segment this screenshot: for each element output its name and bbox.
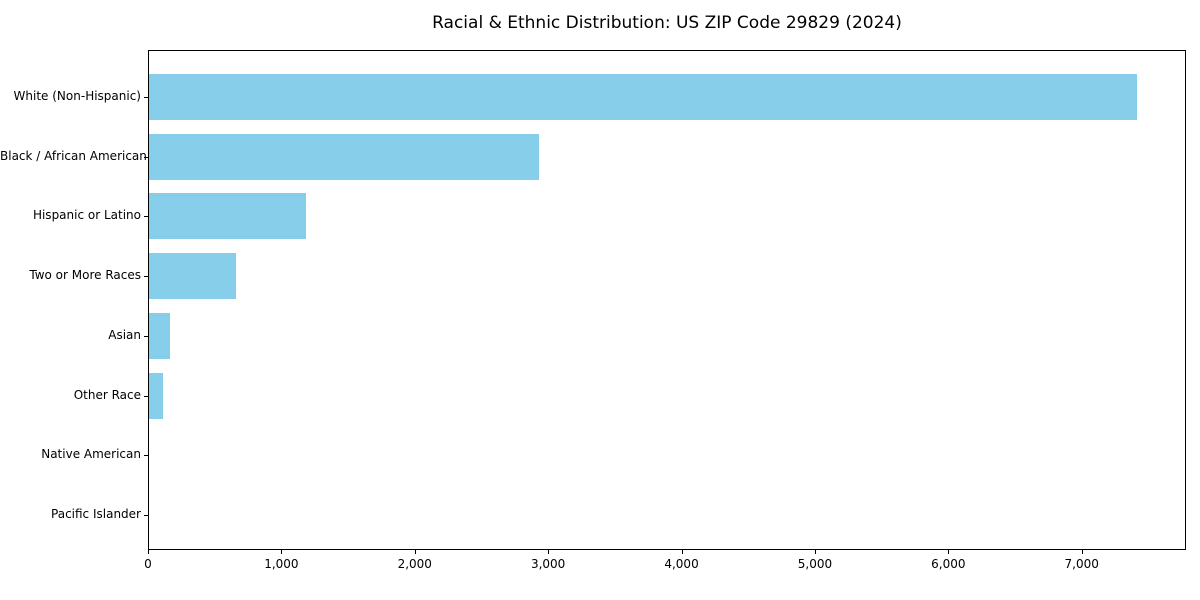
x-axis-label: 2,000	[397, 557, 432, 571]
y-axis-label: White (Non-Hispanic)	[13, 89, 141, 103]
y-axis-tick	[144, 335, 148, 337]
x-axis-tick	[681, 550, 683, 554]
x-axis-tick	[414, 550, 416, 554]
y-axis-tick	[144, 395, 148, 397]
y-axis-label: Hispanic or Latino	[32, 208, 141, 223]
plot-area	[148, 50, 1186, 550]
x-axis-tick	[548, 550, 550, 554]
bar-black-african-american	[149, 133, 540, 180]
y-axis-label: Native American	[41, 447, 141, 462]
y-axis-tick	[144, 97, 148, 98]
bar-asian	[149, 312, 171, 359]
x-axis-label: 7,000	[1064, 557, 1099, 571]
y-axis-label: Asian	[108, 327, 141, 342]
y-axis-tick	[144, 156, 148, 158]
y-axis-label: Other Race	[73, 387, 141, 402]
x-axis-label: 4,000	[664, 557, 699, 571]
x-axis-tick	[281, 550, 283, 554]
x-axis-tick	[814, 550, 816, 554]
y-axis-label: Pacific Islander	[51, 506, 141, 521]
bar-hispanic-or-latino	[149, 193, 306, 240]
y-axis-label: Black / African American	[0, 148, 147, 163]
x-axis-label: 0	[144, 557, 152, 571]
y-axis-tick	[144, 216, 148, 218]
x-axis-tick	[148, 550, 149, 554]
x-axis-label: 3,000	[530, 557, 566, 571]
x-axis-tick	[1081, 550, 1083, 554]
x-axis-label: 1,000	[264, 557, 299, 571]
x-axis-label: 6,000	[931, 557, 966, 571]
bar-white-non-hispanic	[149, 74, 1138, 120]
y-axis-tick	[144, 514, 148, 516]
y-axis-tick	[144, 455, 148, 457]
y-axis-tick	[144, 276, 148, 278]
y-axis-label: Two or More Races	[29, 268, 141, 283]
x-axis-tick	[948, 550, 950, 554]
chart-title: Racial & Ethnic Distribution: US ZIP Cod…	[432, 13, 902, 33]
bar-other-race	[149, 372, 164, 419]
x-axis-label: 5,000	[797, 557, 833, 571]
bar-two-or-more-races	[149, 253, 237, 300]
